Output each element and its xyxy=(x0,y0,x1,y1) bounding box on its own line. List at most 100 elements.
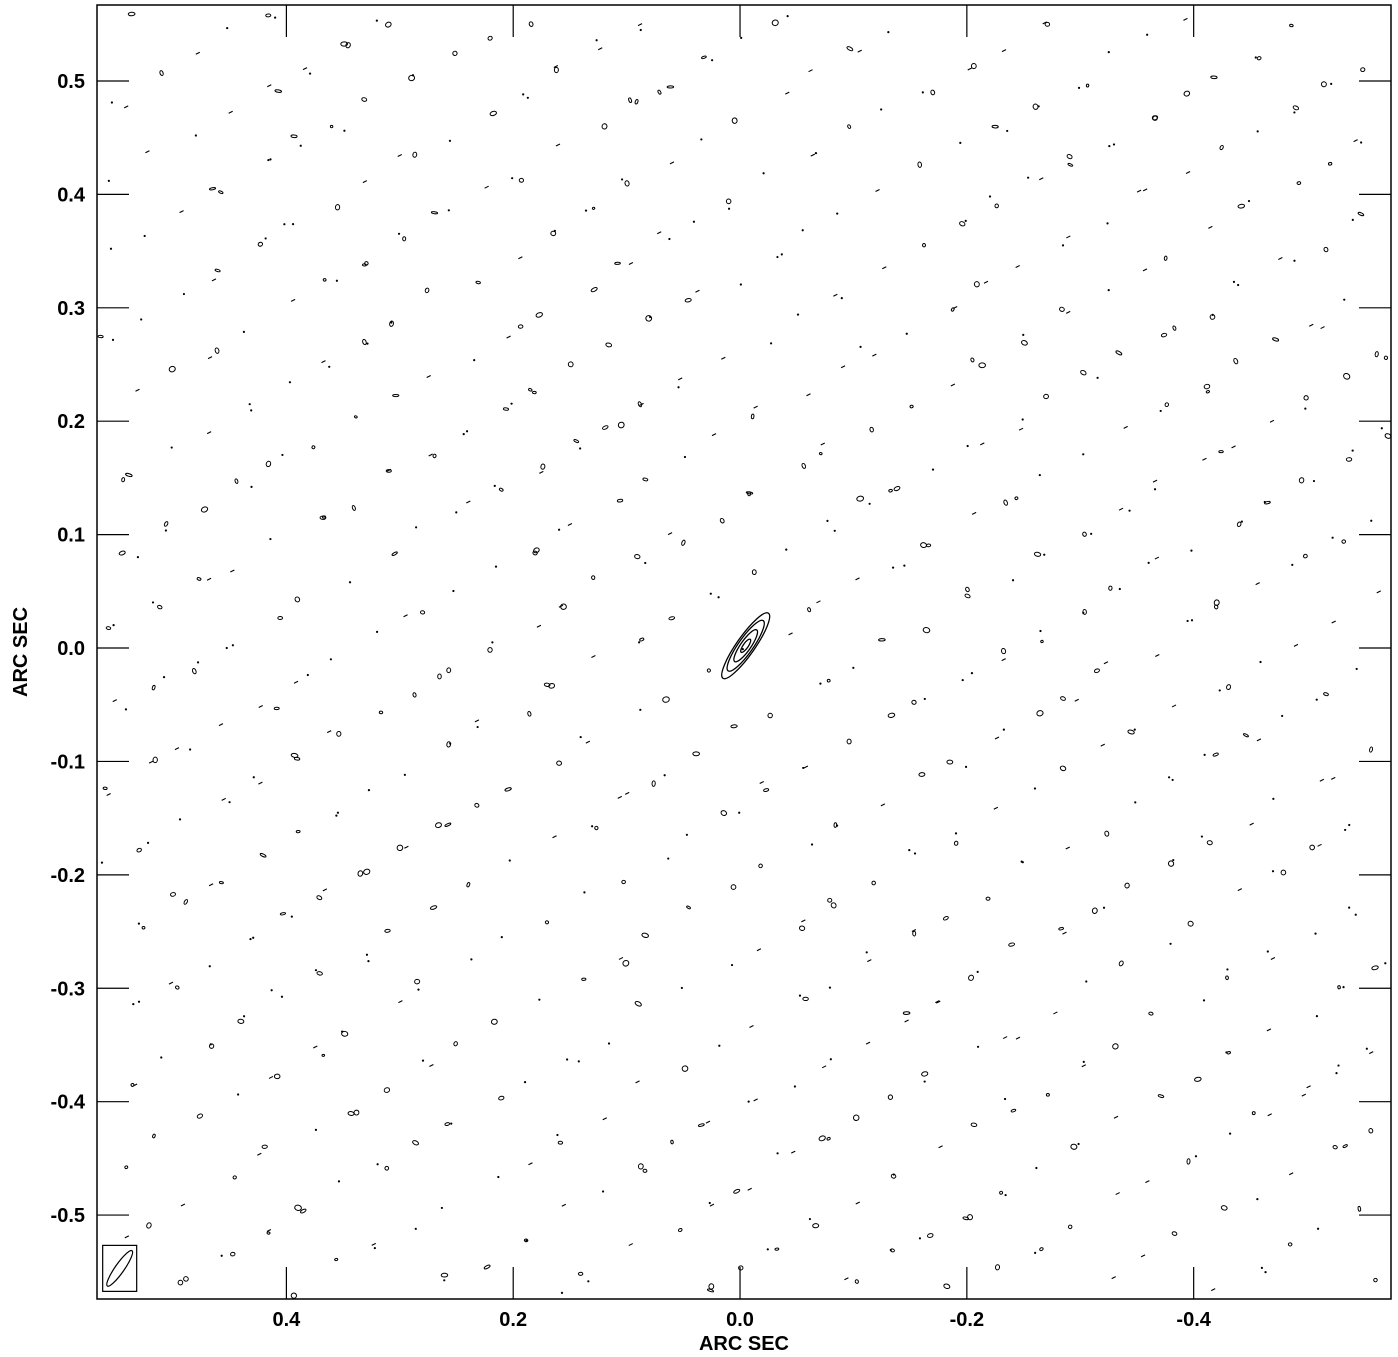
noise-contour xyxy=(1343,298,1346,301)
noise-contour xyxy=(453,1041,458,1047)
noise-contour xyxy=(1077,1142,1080,1146)
noise-contour xyxy=(964,593,971,599)
noise-contour xyxy=(591,655,596,659)
noise-contour xyxy=(1142,188,1148,192)
noise-contour xyxy=(1034,1251,1037,1254)
noise-contour xyxy=(785,548,788,551)
noise-contour xyxy=(814,151,818,155)
noise-contour xyxy=(525,1239,528,1242)
noise-contour xyxy=(145,150,150,154)
beam-indicator xyxy=(102,1244,138,1292)
noise-contour xyxy=(1233,357,1239,365)
noise-contour xyxy=(634,99,639,105)
noise-contour xyxy=(417,988,420,991)
noise-contour xyxy=(268,1075,274,1079)
noise-contour xyxy=(855,1201,861,1205)
noise-contour xyxy=(532,390,537,395)
noise-contour xyxy=(1271,870,1275,873)
noise-contour xyxy=(780,253,783,256)
noise-contour xyxy=(1341,539,1347,544)
noise-contour xyxy=(747,491,752,497)
noise-contour xyxy=(1206,840,1213,846)
noise-contour xyxy=(786,15,789,18)
noise-contour xyxy=(259,852,267,858)
noise-contour xyxy=(234,478,239,484)
noise-contour xyxy=(1160,332,1168,338)
beam-ellipse xyxy=(106,1249,134,1287)
noise-contour xyxy=(1226,968,1229,971)
noise-contour xyxy=(308,72,312,75)
noise-contour xyxy=(1001,658,1006,662)
noise-contour xyxy=(340,41,349,47)
noise-contour xyxy=(1357,1205,1362,1212)
noise-contour xyxy=(1331,536,1334,539)
noise-contour xyxy=(692,751,700,757)
noise-contour xyxy=(921,91,924,94)
noise-contour xyxy=(856,495,865,502)
noise-contour xyxy=(397,232,401,235)
noise-contour xyxy=(946,759,954,765)
y-tick-label: -0.4 xyxy=(51,1092,86,1114)
noise-contour xyxy=(385,469,392,473)
noise-contour xyxy=(365,953,369,956)
noise-contour xyxy=(1218,689,1221,692)
noise-contour xyxy=(710,59,714,62)
noise-contour xyxy=(337,1180,341,1183)
noise-contour xyxy=(136,556,140,559)
noise-contour xyxy=(396,844,404,852)
source-contours xyxy=(721,612,771,680)
noise-contour xyxy=(209,1043,212,1046)
noise-contour xyxy=(587,1280,590,1283)
noise-contour xyxy=(651,780,656,787)
noise-contour xyxy=(511,177,514,180)
noise-contour xyxy=(1100,743,1105,747)
noise-contour xyxy=(771,19,779,27)
noise-contour xyxy=(601,425,609,430)
noise-contour xyxy=(1082,1060,1085,1063)
noise-contour xyxy=(1037,105,1040,108)
noise-contour xyxy=(1039,177,1044,181)
noise-contour xyxy=(1237,203,1246,209)
noise-contour xyxy=(1043,393,1049,400)
noise-contour xyxy=(965,586,970,593)
noise-contour xyxy=(1298,477,1305,484)
noise-contour xyxy=(1266,1028,1272,1032)
noise-contour xyxy=(208,883,214,887)
noise-contour xyxy=(111,338,115,341)
noise-contour xyxy=(1171,704,1177,708)
noise-contour xyxy=(561,1203,567,1207)
noise-contour xyxy=(968,974,975,981)
noise-contour xyxy=(118,550,126,556)
noise-contour xyxy=(250,485,253,488)
noise-contour xyxy=(973,281,980,288)
noise-contour xyxy=(753,1098,758,1102)
noise-contour xyxy=(637,401,643,408)
noise-contour xyxy=(624,791,630,795)
noise-contour xyxy=(1093,668,1100,674)
noise-contour xyxy=(386,468,392,472)
noise-contour xyxy=(1369,746,1374,753)
noise-contour xyxy=(706,668,711,673)
noise-contour xyxy=(109,247,113,250)
noise-contour xyxy=(1096,376,1099,379)
noise-contour xyxy=(1091,907,1098,914)
noise-contour xyxy=(1152,479,1158,483)
noise-contour xyxy=(983,280,989,284)
noise-contour xyxy=(1183,17,1188,21)
noise-contour xyxy=(573,439,580,444)
noise-contour xyxy=(1357,211,1365,217)
noise-contour xyxy=(196,661,200,664)
noise-contour xyxy=(1133,728,1136,731)
noise-contour xyxy=(100,861,104,864)
noise-contour xyxy=(806,393,811,397)
noise-contour xyxy=(642,477,649,482)
noise-contour xyxy=(730,963,734,967)
noise-contour xyxy=(971,511,977,515)
noise-contour xyxy=(959,141,962,144)
noise-contour xyxy=(857,49,862,53)
noise-contour xyxy=(1003,1097,1007,1101)
noise-contour xyxy=(302,67,308,71)
noise-contour xyxy=(140,318,143,321)
noise-contour xyxy=(497,1175,500,1179)
y-tick-label: -0.2 xyxy=(51,865,85,887)
